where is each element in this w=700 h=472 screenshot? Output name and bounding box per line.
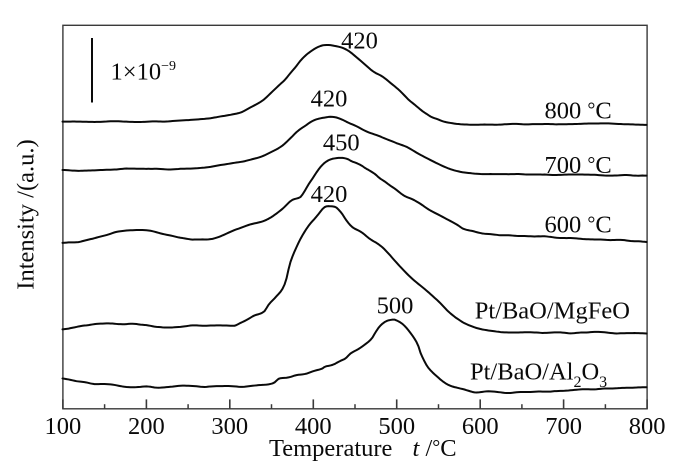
svg-text:Intensity /(a.u.): Intensity /(a.u.): [13, 139, 40, 289]
svg-text:t /°C: t /°C: [413, 435, 457, 462]
svg-text:420: 420: [311, 181, 348, 208]
svg-text:Temperature: Temperature: [269, 435, 393, 462]
svg-text:800: 800: [629, 413, 666, 440]
svg-text:200: 200: [128, 413, 165, 440]
svg-text:420: 420: [341, 27, 378, 54]
svg-text:700: 700: [545, 413, 582, 440]
svg-text:800 °C: 800 °C: [544, 98, 611, 125]
svg-text:600: 600: [462, 413, 499, 440]
svg-text:450: 450: [323, 129, 360, 156]
svg-text:700 °C: 700 °C: [544, 152, 611, 179]
svg-text:400: 400: [295, 413, 332, 440]
svg-text:420: 420: [311, 86, 348, 113]
svg-text:100: 100: [45, 413, 82, 440]
svg-text:300: 300: [211, 413, 248, 440]
svg-text:600 °C: 600 °C: [544, 212, 611, 239]
svg-text:Pt/BaO/MgFeO: Pt/BaO/MgFeO: [475, 298, 630, 325]
svg-text:500: 500: [377, 292, 414, 319]
svg-text:500: 500: [378, 413, 415, 440]
